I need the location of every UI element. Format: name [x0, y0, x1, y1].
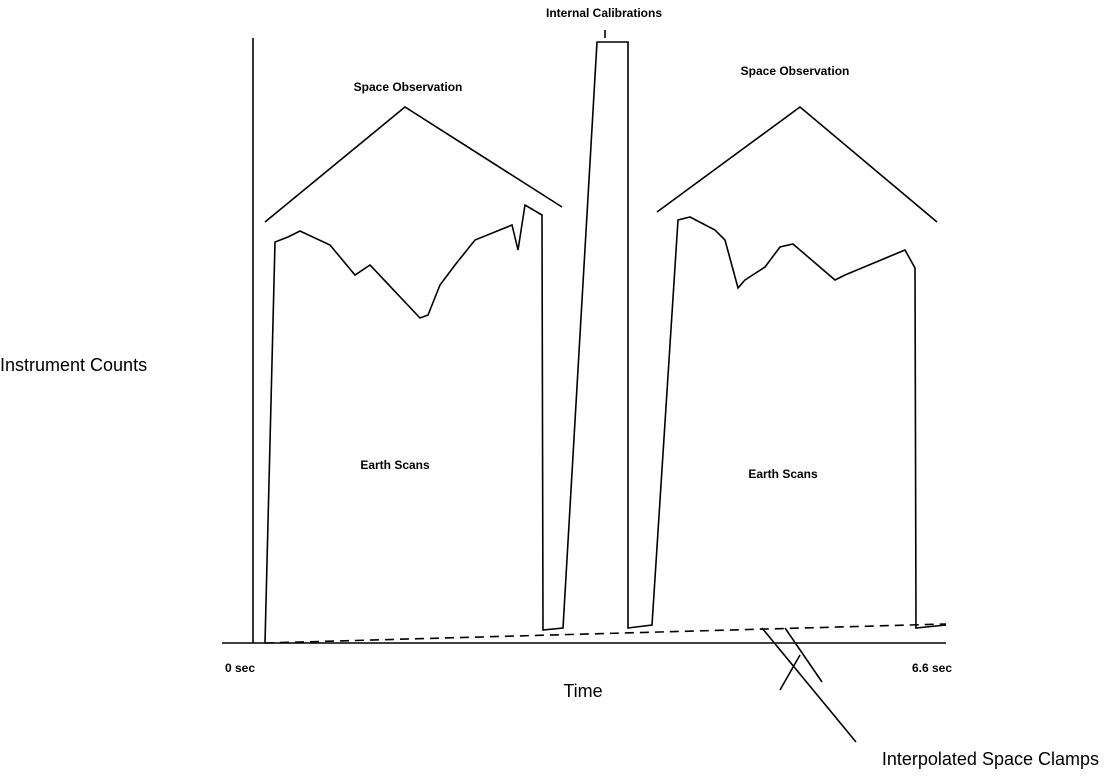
earth-label: Earth Scans — [360, 458, 430, 472]
space-label: Space Observation — [741, 64, 850, 78]
time-end: 6.6 sec — [912, 661, 952, 675]
calibration-label: Internal Calibrations — [546, 6, 662, 20]
x-axis-label: Time — [563, 681, 602, 701]
time-start: 0 sec — [225, 661, 255, 675]
space-bracket — [656, 105, 938, 223]
y-axis-label: Instrument Counts — [0, 355, 147, 375]
signal — [264, 41, 947, 644]
clamp-label: Interpolated Space Clamps — [882, 749, 1099, 769]
pointer — [761, 627, 857, 743]
pointer — [784, 627, 823, 683]
pointer — [779, 654, 801, 691]
space-bracket — [264, 106, 563, 223]
space-label: Space Observation — [354, 80, 463, 94]
space-clamp-line — [264, 623, 947, 644]
earth-label: Earth Scans — [748, 467, 818, 481]
